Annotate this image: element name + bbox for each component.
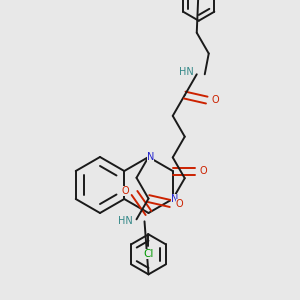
Text: O: O <box>212 95 220 105</box>
Text: N: N <box>171 194 178 204</box>
Text: O: O <box>122 186 129 196</box>
Text: HN: HN <box>179 67 194 77</box>
Text: O: O <box>176 199 183 208</box>
Text: HN: HN <box>118 216 133 226</box>
Text: O: O <box>200 166 208 176</box>
Text: Cl: Cl <box>143 249 154 260</box>
Text: N: N <box>147 152 154 162</box>
